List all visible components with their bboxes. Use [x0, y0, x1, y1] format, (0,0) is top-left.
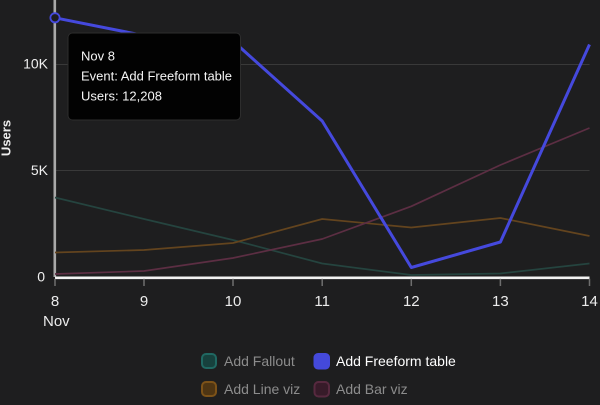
svg-text:Add Freeform table: Add Freeform table [336, 353, 456, 369]
svg-text:8: 8 [51, 293, 59, 310]
svg-text:Nov 8: Nov 8 [81, 49, 115, 64]
svg-text:10: 10 [225, 293, 242, 310]
svg-text:Users: 12,208: Users: 12,208 [81, 88, 162, 103]
svg-text:10K: 10K [23, 56, 49, 72]
svg-text:12: 12 [403, 293, 420, 310]
svg-text:14: 14 [581, 293, 598, 310]
svg-text:Add Fallout: Add Fallout [224, 353, 295, 369]
svg-text:11: 11 [314, 293, 330, 310]
svg-text:9: 9 [140, 293, 148, 310]
svg-text:Event: Add Freeform table: Event: Add Freeform table [81, 68, 232, 83]
svg-text:13: 13 [492, 293, 509, 310]
svg-text:5K: 5K [31, 162, 49, 178]
svg-text:0: 0 [37, 269, 45, 285]
svg-text:Nov: Nov [43, 313, 70, 330]
svg-text:Add Bar viz: Add Bar viz [336, 381, 408, 397]
svg-text:Users: Users [0, 120, 14, 156]
svg-text:Add Line viz: Add Line viz [224, 381, 300, 397]
